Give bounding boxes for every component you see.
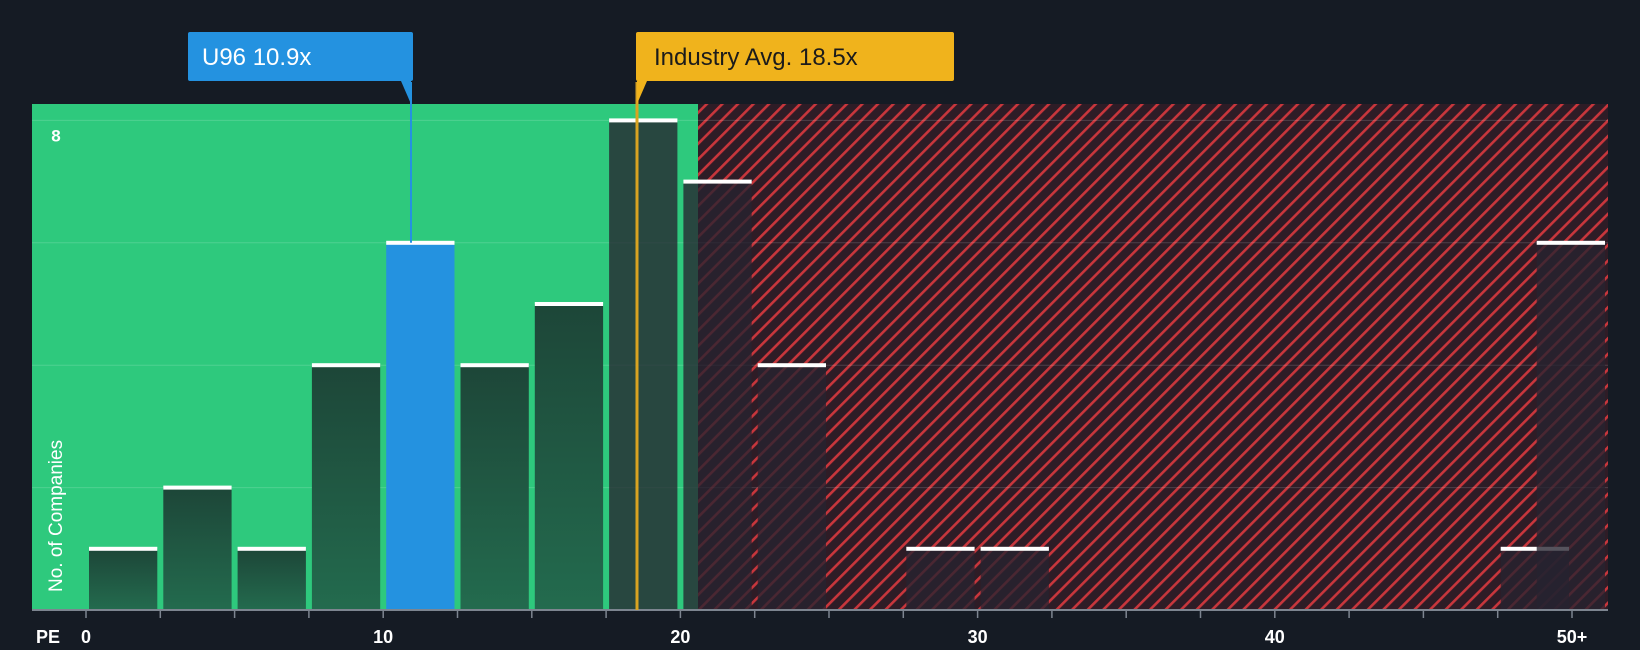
histogram-bar <box>1536 242 1605 611</box>
industry-avg-label: Industry Avg. 18.5x <box>654 44 858 71</box>
histogram-bar-cap <box>906 546 975 551</box>
histogram-bar-cap <box>1500 546 1569 551</box>
histogram-bar <box>460 365 529 610</box>
histogram-bar-cap <box>757 363 826 368</box>
histogram-bar-cap <box>1536 240 1605 245</box>
bars <box>89 118 1605 611</box>
company-marker: U96 10.9x <box>188 32 413 243</box>
histogram-bar-cap <box>460 363 529 368</box>
y-tick-label: 8 <box>51 126 60 145</box>
histogram-bar-cap <box>386 240 455 245</box>
x-ticks: 0 10 20 30 40 50+ <box>81 610 1587 647</box>
company-pe-label: U96 10.9x <box>202 44 311 71</box>
histogram-bar-cap <box>89 546 158 551</box>
x-tick-label: 40 <box>1265 627 1285 647</box>
histogram-bar <box>386 242 455 611</box>
histogram-bar-cap <box>237 546 306 551</box>
industry-callout <box>636 32 954 81</box>
histogram-bar <box>757 365 826 610</box>
company-callout-pointer <box>401 81 411 104</box>
histogram-bar <box>311 365 381 610</box>
histogram-bar-cap <box>683 179 752 184</box>
x-tick-label: 0 <box>81 627 91 647</box>
x-tick-label: 20 <box>670 627 690 647</box>
histogram-bar-cap <box>311 363 381 368</box>
histogram-bar-cap <box>609 118 678 123</box>
x-tick-label: 10 <box>373 627 393 647</box>
x-axis-label: PE <box>36 627 60 647</box>
x-tick-label: 30 <box>968 627 988 647</box>
histogram-bar <box>980 548 1049 610</box>
y-axis-label: No. of Companies <box>46 440 67 592</box>
x-tick-label: 50+ <box>1557 627 1588 647</box>
histogram-bar <box>163 487 232 610</box>
overvalued-zone <box>698 104 1608 610</box>
industry-callout-pointer <box>637 81 647 104</box>
histogram-bar-cap <box>163 485 232 490</box>
industry-marker: Industry Avg. 18.5x <box>635 32 954 610</box>
company-callout <box>188 32 413 81</box>
histogram-bar-cap <box>534 302 604 306</box>
histogram-bar <box>609 120 678 611</box>
histogram-bar <box>683 181 752 610</box>
histogram-bar <box>534 304 604 610</box>
histogram-bar-cap <box>980 546 1049 551</box>
histogram-bar <box>906 548 975 610</box>
histogram-bar <box>89 548 158 610</box>
histogram-bar <box>237 548 306 610</box>
